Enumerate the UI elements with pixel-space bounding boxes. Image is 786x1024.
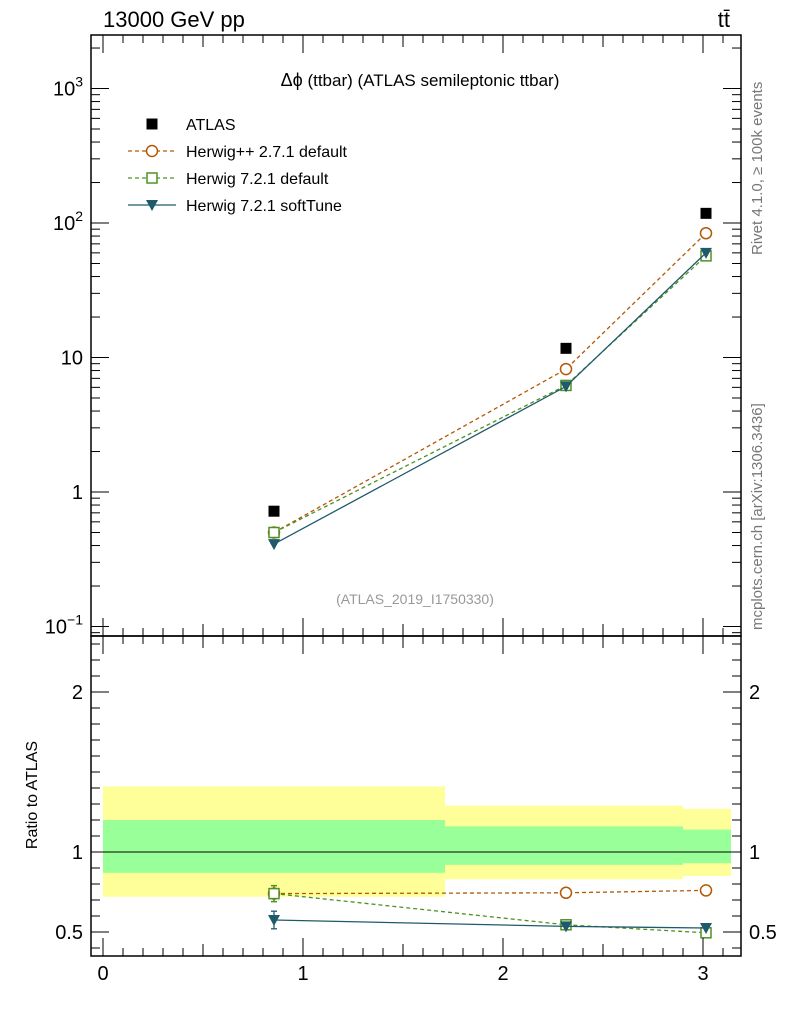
data-point-2-0 (268, 526, 280, 539)
source-label: mcplots.cern.ch [arXiv:1306.3436] (749, 403, 766, 630)
rivet-label: Rivet 4.1.0, ≥ 100k events (749, 82, 766, 255)
plot-title-symbol: Δϕ (281, 70, 303, 90)
data-point-3-2 (700, 247, 712, 259)
legend-label-1: Herwig++ 2.7.1 default (186, 144, 348, 161)
legend-marker-2 (146, 172, 158, 184)
y-tick-label: 102 (53, 208, 83, 235)
legend-label-2: Herwig 7.2.1 default (186, 171, 329, 188)
ratio-line-0 (273, 889, 707, 895)
legend-marker-1 (145, 144, 159, 158)
series-line-1 (273, 232, 707, 534)
y-tick-label: 10 (61, 348, 83, 370)
plot-title: Δϕ (ttbar) (ATLAS semileptonic ttbar) (281, 70, 560, 90)
uncertainty-band-inner-1 (445, 826, 683, 865)
ratio-y-tick-label-right: 2 (749, 682, 760, 704)
y-tick-exp: 3 (75, 74, 83, 90)
data-point-0-0 (268, 505, 280, 517)
ratio-plot-axes: 0.5 0.5 1 1 2 2 0 1 2 3 (55, 635, 777, 985)
y-tick-label: 10−1 (45, 612, 83, 639)
series-line-2 (273, 255, 707, 534)
y-tick-base: 10 (45, 617, 67, 639)
ratio-point-2-2 (700, 923, 712, 934)
data-point-3-0 (268, 539, 280, 551)
ratio-y-tick-label-left: 2 (72, 682, 83, 704)
y-tick-base: 10 (53, 213, 75, 235)
data-point-0-1 (560, 342, 572, 354)
x-tick-label: 2 (497, 963, 508, 985)
main-plot (267, 207, 713, 551)
data-point-1-2 (699, 226, 713, 240)
x-tick-label: 3 (697, 963, 708, 985)
process-label: tt̄ (718, 7, 730, 32)
ratio-point-1-0 (268, 887, 280, 900)
uncertainty-band-inner-0 (103, 820, 445, 873)
analysis-watermark: (ATLAS_2019_I1750330) (336, 591, 494, 607)
y-tick-exp: 2 (75, 208, 83, 224)
ratio-plot-frame (90, 635, 742, 957)
legend: ATLAS Herwig++ 2.7.1 default Herwig 7.2.1 … (128, 117, 348, 215)
ratio-line-1 (273, 892, 707, 934)
ratio-point-2-1 (560, 921, 572, 933)
x-tick-label: 0 (97, 963, 108, 985)
ratio-y-tick-label-right: 0.5 (749, 922, 777, 944)
data-point-0-2 (700, 207, 712, 219)
ratio-y-tick-label-left: 1 (72, 842, 83, 864)
ratio-ylabel: Ratio to ATLAS (24, 741, 41, 849)
data-point-3-1 (560, 381, 572, 393)
ratio-point-0-1 (559, 886, 573, 900)
y-tick-label: 103 (53, 74, 83, 101)
ratio-point-0-2 (699, 884, 713, 897)
x-tick-label: 1 (297, 963, 308, 985)
ratio-line-2 (273, 919, 707, 929)
y-tick-exp: −1 (67, 612, 83, 628)
legend-label-0: ATLAS (186, 117, 236, 134)
plot-title-text: (ttbar) (ATLAS semileptonic ttbar) (303, 71, 560, 90)
y-tick-label: 1 (72, 482, 83, 504)
ratio-plot (103, 786, 731, 939)
ratio-point-2-0 (268, 915, 280, 926)
uncertainty-band-inner-2 (683, 829, 731, 864)
ratio-y-tick-label-right: 1 (749, 842, 760, 864)
ratio-y-tick-label-left: 0.5 (55, 922, 83, 944)
legend-marker-0 (146, 118, 158, 130)
y-tick-base: 10 (53, 79, 75, 101)
legend-marker-3 (146, 200, 158, 211)
legend-label-3: Herwig 7.2.1 softTune (186, 198, 342, 215)
energy-label: 13000 GeV pp (103, 7, 245, 32)
data-point-1-1 (559, 362, 573, 376)
